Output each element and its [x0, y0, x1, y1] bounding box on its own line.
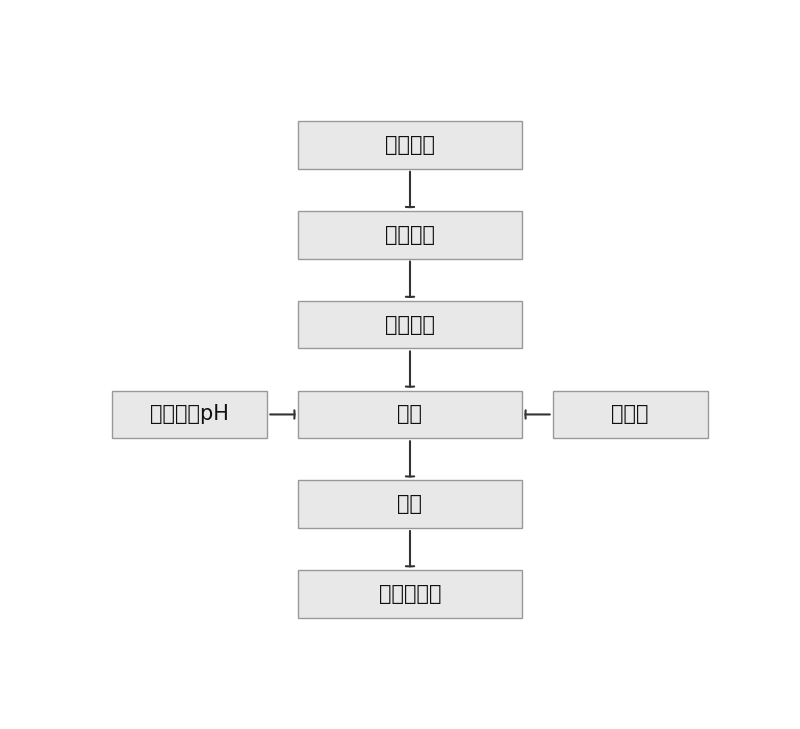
- Text: 二级种子: 二级种子: [385, 315, 435, 335]
- Text: 摇瓶种子: 摇瓶种子: [385, 135, 435, 155]
- Text: 补料罐: 补料罐: [611, 405, 649, 424]
- FancyBboxPatch shape: [298, 121, 522, 169]
- FancyBboxPatch shape: [298, 211, 522, 259]
- FancyBboxPatch shape: [298, 570, 522, 618]
- Text: 放料: 放料: [398, 494, 422, 514]
- Text: 发酵: 发酵: [398, 405, 422, 424]
- Text: 碱溶液调pH: 碱溶液调pH: [150, 405, 230, 424]
- FancyBboxPatch shape: [553, 391, 708, 438]
- FancyBboxPatch shape: [298, 391, 522, 438]
- FancyBboxPatch shape: [112, 391, 267, 438]
- Text: 提取、精制: 提取、精制: [378, 584, 442, 604]
- FancyBboxPatch shape: [298, 301, 522, 348]
- FancyBboxPatch shape: [298, 480, 522, 528]
- Text: 一级种子: 一级种子: [385, 225, 435, 245]
